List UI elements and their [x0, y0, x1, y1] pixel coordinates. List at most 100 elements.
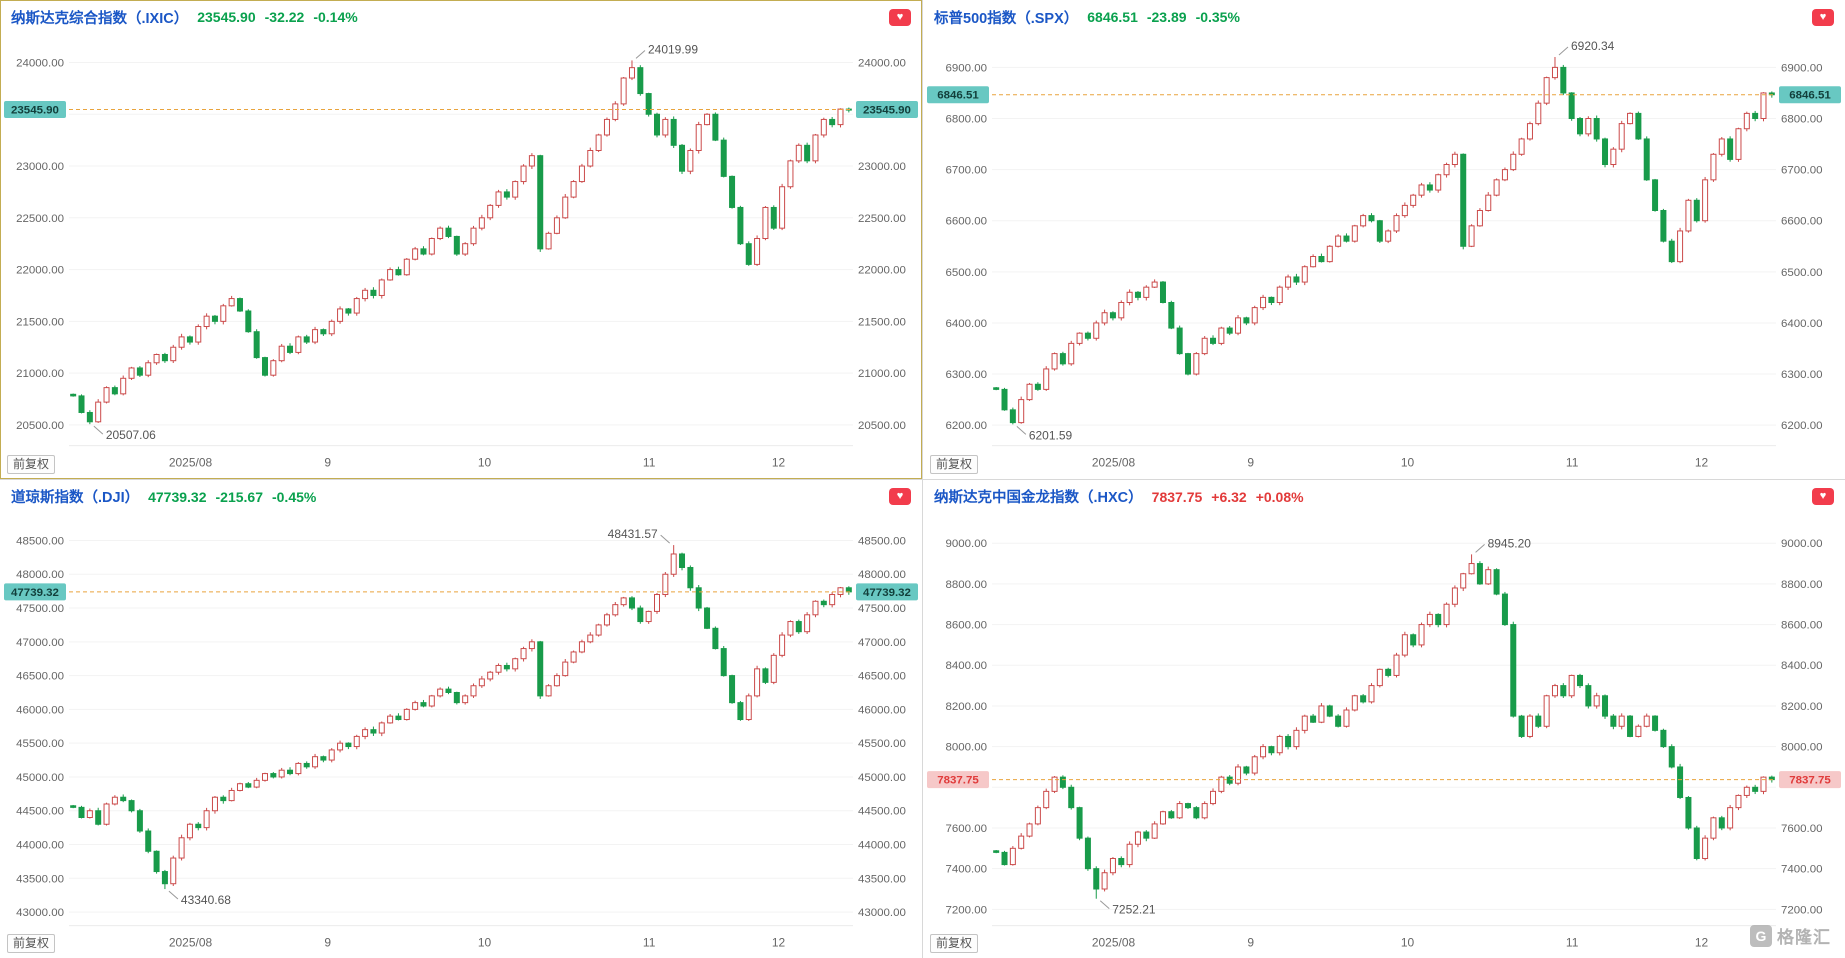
price-adjust-button[interactable]: 前复权: [930, 934, 979, 953]
svg-text:47000.00: 47000.00: [16, 636, 64, 648]
svg-text:9: 9: [1247, 456, 1254, 470]
index-change-pct: -0.45%: [271, 488, 317, 505]
chart-panel-ixic[interactable]: 纳斯达克综合指数（.IXIC） 23545.90 -32.22 -0.14% ♥…: [0, 0, 922, 479]
candlestick-chart-spx[interactable]: 6900.00 6900.00 6800.00 6800.00 6700.00 6700.…: [924, 33, 1844, 478]
svg-text:12: 12: [1695, 935, 1709, 949]
svg-text:23000.00: 23000.00: [16, 161, 64, 173]
index-change: +6.32: [1211, 488, 1247, 505]
svg-text:24019.99: 24019.99: [648, 42, 698, 56]
svg-text:8400.00: 8400.00: [1781, 660, 1823, 672]
svg-text:45000.00: 45000.00: [858, 771, 906, 783]
price-adjust-button[interactable]: 前复权: [7, 454, 56, 474]
svg-text:43000.00: 43000.00: [16, 907, 64, 919]
svg-text:47739.32: 47739.32: [11, 586, 59, 598]
index-title[interactable]: 纳斯达克综合指数（.IXIC）: [11, 10, 189, 27]
svg-text:8600.00: 8600.00: [945, 619, 987, 631]
chart-panel-dji[interactable]: 道琼斯指数（.DJI） 47739.32 -215.67 -0.45% ♥ 48…: [0, 479, 922, 958]
svg-text:8200.00: 8200.00: [1781, 700, 1823, 712]
candlestick-chart-ixic[interactable]: 24000.00 24000.00 23000.00 23000.00 22500.00…: [1, 33, 921, 478]
svg-text:48500.00: 48500.00: [858, 535, 906, 547]
svg-text:44000.00: 44000.00: [858, 839, 906, 851]
svg-text:6201.59: 6201.59: [1029, 428, 1073, 442]
svg-text:44500.00: 44500.00: [16, 805, 64, 817]
svg-text:9000.00: 9000.00: [1781, 538, 1823, 550]
svg-text:7400.00: 7400.00: [1781, 863, 1823, 875]
svg-text:9: 9: [1247, 935, 1254, 949]
svg-text:43500.00: 43500.00: [16, 873, 64, 885]
svg-text:23545.90: 23545.90: [11, 105, 59, 117]
svg-text:10: 10: [478, 456, 492, 470]
svg-text:22500.00: 22500.00: [16, 213, 64, 225]
svg-text:6800.00: 6800.00: [1781, 114, 1823, 126]
svg-text:8800.00: 8800.00: [1781, 578, 1823, 590]
svg-text:7252.21: 7252.21: [1112, 902, 1156, 916]
svg-text:21000.00: 21000.00: [858, 368, 906, 380]
svg-text:45500.00: 45500.00: [16, 738, 64, 750]
svg-text:6500.00: 6500.00: [945, 267, 987, 279]
svg-text:2025/08: 2025/08: [169, 456, 213, 470]
svg-text:6500.00: 6500.00: [1781, 267, 1823, 279]
svg-text:6846.51: 6846.51: [1789, 90, 1831, 102]
svg-text:6900.00: 6900.00: [945, 62, 987, 74]
svg-text:6800.00: 6800.00: [945, 114, 987, 126]
svg-text:24000.00: 24000.00: [858, 57, 906, 69]
svg-text:23000.00: 23000.00: [858, 161, 906, 173]
svg-text:2025/08: 2025/08: [1092, 935, 1136, 949]
svg-text:6846.51: 6846.51: [937, 90, 979, 102]
svg-text:46000.00: 46000.00: [858, 704, 906, 716]
svg-text:20500.00: 20500.00: [16, 420, 64, 432]
favorite-heart-icon[interactable]: ♥: [889, 8, 911, 26]
index-title[interactable]: 纳斯达克中国金龙指数（.HXC）: [934, 490, 1143, 506]
index-title[interactable]: 标普500指数（.SPX）: [934, 10, 1079, 27]
svg-text:7200.00: 7200.00: [1781, 904, 1823, 916]
svg-text:46500.00: 46500.00: [16, 670, 64, 682]
index-change-pct: -0.35%: [1195, 9, 1240, 25]
svg-text:21000.00: 21000.00: [16, 368, 64, 380]
svg-text:44000.00: 44000.00: [16, 839, 64, 851]
svg-text:8800.00: 8800.00: [945, 578, 987, 590]
svg-text:21500.00: 21500.00: [858, 316, 906, 328]
price-adjust-button[interactable]: 前复权: [7, 934, 56, 953]
svg-text:6300.00: 6300.00: [1781, 369, 1823, 381]
svg-text:48431.57: 48431.57: [608, 527, 658, 541]
svg-text:47500.00: 47500.00: [858, 603, 906, 615]
svg-text:6400.00: 6400.00: [1781, 318, 1823, 330]
svg-text:24000.00: 24000.00: [16, 57, 64, 69]
svg-text:47500.00: 47500.00: [16, 603, 64, 615]
svg-text:21500.00: 21500.00: [16, 316, 64, 328]
index-price: 47739.32: [148, 488, 207, 505]
candlestick-chart-dji[interactable]: 48500.00 48500.00 48000.00 48000.00 47500.00…: [1, 513, 921, 958]
index-price: 23545.90: [197, 9, 256, 25]
favorite-heart-icon[interactable]: ♥: [1812, 8, 1834, 26]
favorite-heart-icon[interactable]: ♥: [889, 488, 911, 505]
candlestick-chart-hxc[interactable]: 9000.00 9000.00 8800.00 8800.00 8600.00 8600.…: [924, 513, 1844, 958]
chart-panel-spx[interactable]: 标普500指数（.SPX） 6846.51 -23.89 -0.35% ♥ 69…: [923, 0, 1845, 479]
svg-text:9000.00: 9000.00: [945, 538, 987, 550]
svg-text:6200.00: 6200.00: [1781, 420, 1823, 432]
panel-header: 纳斯达克综合指数（.IXIC） 23545.90 -32.22 -0.14% ♥: [1, 1, 921, 33]
svg-text:7400.00: 7400.00: [945, 863, 987, 875]
chart-panel-hxc[interactable]: 纳斯达克中国金龙指数（.HXC） 7837.75 +6.32 +0.08% ♥ …: [923, 479, 1845, 958]
svg-text:7600.00: 7600.00: [945, 822, 987, 834]
svg-text:8000.00: 8000.00: [1781, 741, 1823, 753]
svg-text:46000.00: 46000.00: [16, 704, 64, 716]
index-change-pct: +0.08%: [1255, 488, 1304, 505]
svg-text:22500.00: 22500.00: [858, 213, 906, 225]
svg-text:48000.00: 48000.00: [858, 569, 906, 581]
svg-text:6900.00: 6900.00: [1781, 62, 1823, 74]
svg-text:6920.34: 6920.34: [1571, 39, 1615, 53]
panel-header: 纳斯达克中国金龙指数（.HXC） 7837.75 +6.32 +0.08% ♥: [924, 481, 1844, 513]
svg-text:8600.00: 8600.00: [1781, 619, 1823, 631]
favorite-heart-icon[interactable]: ♥: [1812, 488, 1834, 505]
svg-text:11: 11: [643, 456, 656, 470]
index-change-pct: -0.14%: [313, 9, 358, 25]
index-title[interactable]: 道琼斯指数（.DJI）: [11, 490, 140, 506]
svg-text:8400.00: 8400.00: [945, 660, 987, 672]
svg-text:11: 11: [643, 935, 656, 949]
svg-text:20507.06: 20507.06: [106, 428, 156, 442]
svg-text:47739.32: 47739.32: [863, 586, 911, 598]
svg-text:7600.00: 7600.00: [1781, 822, 1823, 834]
svg-text:45000.00: 45000.00: [16, 771, 64, 783]
svg-text:46500.00: 46500.00: [858, 670, 906, 682]
price-adjust-button[interactable]: 前复权: [930, 454, 979, 474]
